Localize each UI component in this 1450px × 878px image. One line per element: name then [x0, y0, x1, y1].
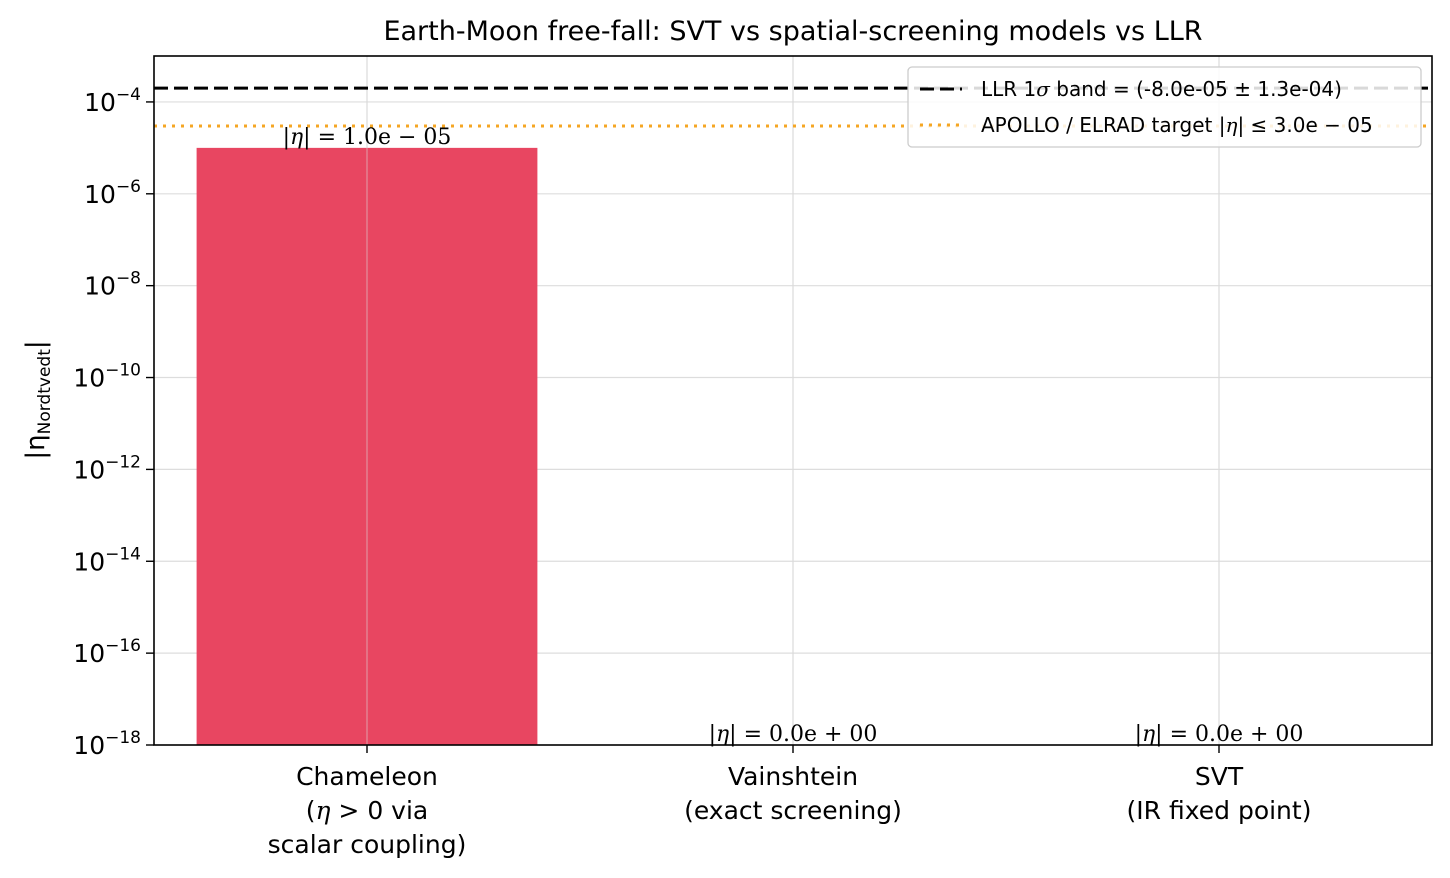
- bars: [196, 56, 1220, 745]
- x-tick-label: (exact screening): [684, 796, 902, 825]
- x-tick-label: scalar coupling): [268, 830, 467, 859]
- bar-value-labels: |η| = 1.0e − 05 |η| = 0.0e + 00 |η| = 0.0e…: [283, 125, 1304, 747]
- bar-value-label: |η| = 0.0e + 00: [1135, 722, 1304, 747]
- y-tick-label: 10−6: [84, 177, 141, 209]
- legend-label-0: LLR 1σ band = (-8.0e-05 ± 1.3e-04): [981, 77, 1342, 101]
- y-axis-label-main: |η: [21, 434, 51, 459]
- y-tick-label: 10−4: [84, 85, 141, 117]
- y-axis-label-subscript: Nordtvedt: [35, 349, 55, 435]
- legend: LLR 1σ band = (-8.0e-05 ± 1.3e-04) APOLLO…: [907, 66, 1422, 148]
- x-tick-label: (η > 0 via: [306, 796, 429, 825]
- y-tick-label: 10−16: [73, 636, 141, 668]
- chart-title: Earth-Moon free-fall: SVT vs spatial-scr…: [383, 16, 1202, 47]
- x-tick-label: SVT: [1195, 762, 1244, 791]
- y-tick-label: 10−10: [73, 361, 141, 393]
- bar-value-label: |η| = 0.0e + 00: [709, 722, 878, 747]
- y-tick-label: 10−8: [84, 269, 141, 301]
- legend-label-1: APOLLO / ELRAD target |η| ≤ 3.0e − 05: [981, 113, 1373, 137]
- x-tick-label: Chameleon: [296, 762, 438, 791]
- x-tick-label: (IR fixed point): [1127, 796, 1312, 825]
- y-tick-label: 10−18: [73, 728, 141, 760]
- y-tick-label: 10−12: [73, 452, 141, 484]
- y-axis-ticks: 10−18 10−16 10−14 10−12 10−10 10−8 10−6 10−4: [73, 85, 154, 760]
- y-axis-label-close: |: [21, 340, 51, 349]
- legend-box: [907, 66, 1422, 148]
- y-tick-label: 10−14: [73, 544, 141, 576]
- x-tick-label: Vainshtein: [728, 762, 858, 791]
- x-axis-ticks: Chameleon (η > 0 via scalar coupling) Vains…: [268, 745, 1312, 859]
- y-axis-label: |ηNordtvedt|: [21, 340, 55, 459]
- bar-value-label: |η| = 1.0e − 05: [283, 125, 452, 150]
